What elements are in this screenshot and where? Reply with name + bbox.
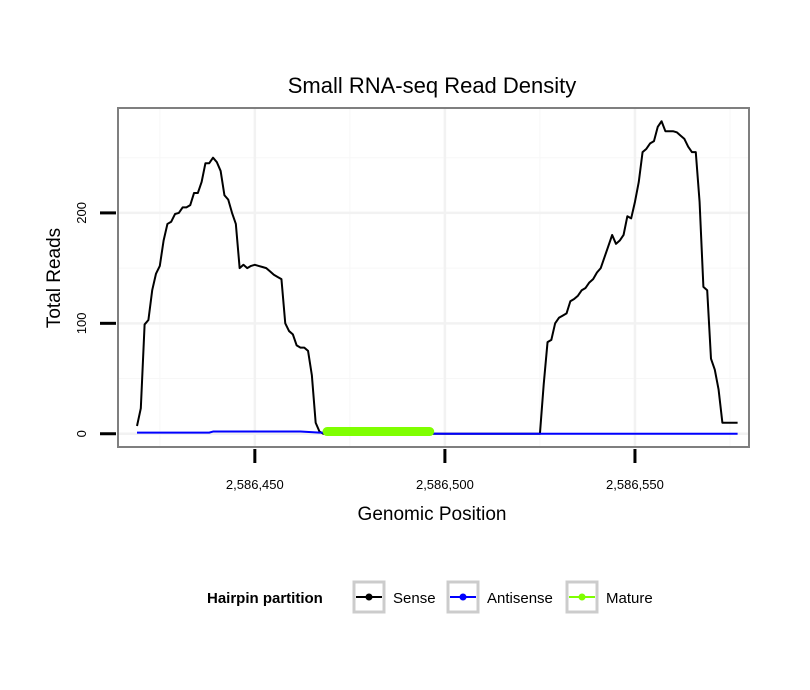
- x-tick-label: 2,586,550: [606, 477, 664, 492]
- series-line-sense: [136, 156, 328, 435]
- plot-border: [117, 107, 750, 448]
- y-axis-title: Total Reads: [44, 228, 65, 328]
- legend-key-mature: [565, 580, 599, 614]
- series-lines: [136, 120, 738, 437]
- x-tick-label: 2,586,450: [226, 477, 284, 492]
- series-line-sense: [330, 120, 738, 435]
- x-tick-label: 2,586,500: [416, 477, 474, 492]
- legend-key-antisense: [446, 580, 480, 614]
- y-tick-label: 200: [74, 202, 89, 224]
- series-line-antisense: [137, 430, 738, 435]
- legend-key-sense: [352, 580, 386, 614]
- y-axis-ticks: 0 100 200: [74, 202, 116, 437]
- y-tick-label: 100: [74, 312, 89, 334]
- x-axis-title: Genomic Position: [358, 504, 507, 525]
- y-tick-label: 0: [74, 430, 89, 437]
- legend-label-sense: Sense: [393, 590, 436, 607]
- legend-label-mature: Mature: [606, 590, 653, 607]
- legend-title: Hairpin partition: [207, 590, 323, 607]
- legend: Hairpin partition Sense Antisense Mature: [207, 580, 653, 614]
- legend-label-antisense: Antisense: [487, 590, 553, 607]
- chart-title: Small RNA-seq Read Density: [288, 73, 577, 98]
- x-axis-ticks: 2,586,450 2,586,500 2,586,550: [226, 449, 664, 492]
- plot-panel: [118, 108, 749, 447]
